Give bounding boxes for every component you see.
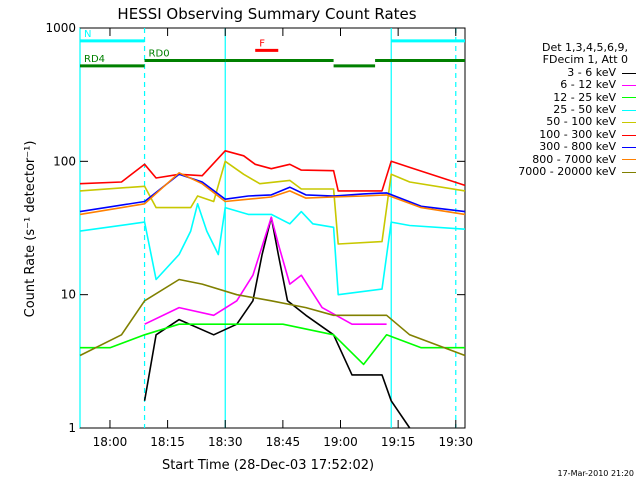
legend-swatch — [622, 109, 636, 111]
y-tick-label-1: 10 — [61, 288, 76, 302]
x-tick-label-4: 19:00 — [323, 435, 358, 449]
legend-swatch — [622, 146, 636, 148]
y-tick-label-0: 1 — [68, 421, 76, 435]
series-line-8 — [79, 278, 466, 357]
legend-item: 6 - 12 keV — [492, 78, 636, 92]
series-line-6 — [79, 173, 466, 213]
series-line-2 — [80, 323, 465, 366]
legend-header-line-2: FDecim 1, Att 0 — [542, 53, 628, 67]
x-tick-label-2: 18:30 — [208, 435, 243, 449]
legend-item-label: 3 - 6 keV — [567, 65, 616, 79]
legend-item-label: 12 - 25 keV — [553, 90, 616, 104]
legend-item: 3 - 6 keV — [492, 65, 636, 79]
legend: Det 1,3,4,5,6,9, FDecim 1, Att 0 3 - 6 k… — [492, 41, 636, 179]
legend-swatch — [622, 84, 636, 86]
status-bar-label-rd4: RD4 — [84, 54, 105, 65]
legend-swatch — [622, 159, 636, 161]
series-line-3 — [79, 203, 466, 296]
legend-item: 50 - 100 keV — [492, 116, 636, 128]
y-tick-label-2: 100 — [53, 154, 76, 168]
series-line-1 — [144, 216, 387, 326]
legend-item-label: 300 - 800 keV — [539, 140, 616, 154]
series-line-0 — [143, 216, 411, 429]
x-tick-label-5: 19:15 — [381, 435, 416, 449]
legend-item: 25 - 50 keV — [492, 103, 636, 117]
legend-item: 7000 - 20000 keV — [492, 165, 636, 179]
x-tick-label-6: 19:30 — [438, 435, 473, 449]
legend-swatch — [622, 97, 636, 99]
series-line-5 — [79, 150, 466, 192]
y-axis-label: Count Rate (s⁻¹ detector⁻¹) — [23, 141, 38, 318]
legend-swatch — [622, 171, 636, 173]
chart-title: HESSI Observing Summary Count Rates — [117, 5, 416, 23]
x-tick-label-0: 18:00 — [93, 435, 128, 449]
legend-header-line-1: Det 1,3,4,5,6,9, — [541, 41, 628, 54]
legend-item: 100 - 300 keV — [492, 127, 636, 141]
legend-item-label: 6 - 12 keV — [560, 78, 616, 92]
timestamp: 17-Mar-2010 21:20 — [557, 469, 635, 478]
x-tick-label-3: 18:45 — [266, 435, 301, 449]
legend-item-label: 25 - 50 keV — [553, 103, 616, 117]
legend-item: 12 - 25 keV — [492, 90, 636, 104]
y-tick-label-3: 1000 — [45, 21, 76, 35]
legend-item-label: 7000 - 20000 keV — [518, 165, 616, 179]
legend-swatch — [622, 134, 636, 136]
legend-swatch — [622, 72, 636, 74]
series-line-7 — [79, 172, 466, 216]
x-tick-label-1: 18:15 — [150, 435, 185, 449]
status-bar-label-n: N — [84, 29, 91, 40]
legend-item-label: 800 - 7000 keV — [532, 152, 616, 166]
legend-item-label: 50 - 100 keV — [546, 115, 616, 129]
x-axis-label: Start Time (28-Dec-03 17:52:02) — [162, 458, 374, 473]
legend-item-label: 100 - 300 keV — [539, 127, 616, 141]
status-bar-label-rd0: RD0 — [149, 49, 170, 60]
legend-item: 800 - 7000 keV — [492, 152, 636, 166]
legend-swatch — [622, 122, 636, 124]
series-line-4 — [79, 160, 466, 245]
legend-item: 300 - 800 keV — [492, 140, 636, 154]
status-bar-label-f: F — [259, 38, 265, 49]
